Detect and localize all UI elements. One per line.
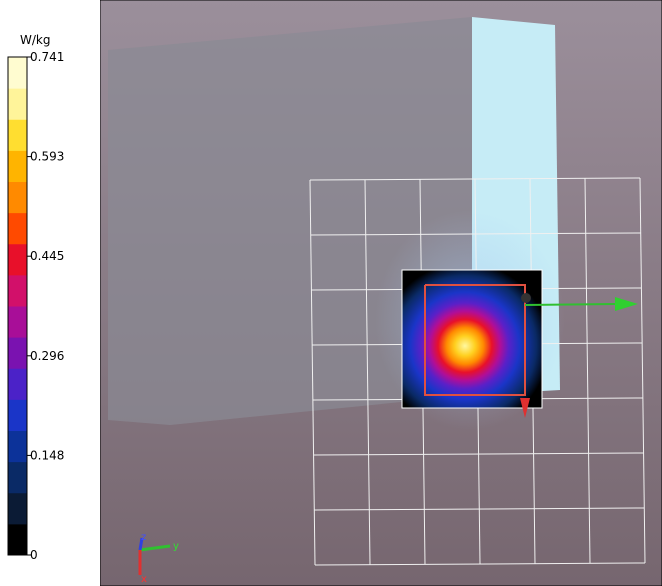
- colorbar-segment: [8, 119, 27, 151]
- colorbar-label: 0.741: [30, 50, 64, 64]
- colorbar-segment: [8, 150, 27, 182]
- colorbar-segment: [8, 399, 27, 431]
- colorbar-segment: [8, 523, 27, 556]
- axis-x-label: x: [141, 574, 147, 585]
- grid-line: [314, 507, 645, 511]
- grid-line: [364, 179, 371, 565]
- grid: [309, 177, 646, 566]
- colorbar: 0.741 0.593 0.445 0.296 0.148 0: [7, 50, 64, 562]
- colorbar-segment: [8, 88, 27, 120]
- colorbar-label: 0.445: [30, 249, 64, 263]
- grid-line: [310, 232, 641, 236]
- arrow-shaft: [524, 303, 616, 306]
- grid-line: [309, 177, 641, 181]
- colorbar-segment: [8, 274, 27, 307]
- colorbar-frame: [7, 56, 28, 556]
- colorbar-segment: [8, 492, 27, 525]
- axis-z: [138, 537, 144, 551]
- colorbar-unit: W/kg: [20, 33, 51, 47]
- colorbar-segment: [8, 212, 27, 245]
- axis-y-label: y: [173, 541, 179, 552]
- probe: [521, 293, 531, 303]
- colorbar-segment: [8, 461, 27, 494]
- arrow-head: [615, 297, 638, 311]
- colorbar-segment: [8, 57, 27, 89]
- colorbar-label: 0: [30, 548, 38, 562]
- colorbar-label: 0.593: [30, 150, 64, 164]
- grid-line: [309, 179, 316, 566]
- zoom-frame: [424, 284, 526, 396]
- colorbar-segment: [8, 337, 27, 369]
- 3d-view: z y x: [100, 0, 662, 586]
- arrow-down: [520, 398, 530, 418]
- colorbar-segment: [8, 181, 27, 214]
- axis-z-label: z: [141, 532, 146, 543]
- axis-y: [139, 544, 171, 552]
- colorbar-segment: [8, 368, 27, 400]
- colorbar-segment: [8, 430, 27, 463]
- grid-line: [313, 452, 644, 456]
- grid-line: [639, 177, 646, 564]
- grid-line: [314, 562, 646, 566]
- grid-line: [584, 178, 591, 564]
- colorbar-label: 0.296: [30, 349, 64, 363]
- colorbar-segment: [8, 243, 27, 276]
- heat-map: [401, 269, 543, 409]
- colorbar-segment: [8, 306, 27, 338]
- colorbar-label: 0.148: [30, 448, 64, 462]
